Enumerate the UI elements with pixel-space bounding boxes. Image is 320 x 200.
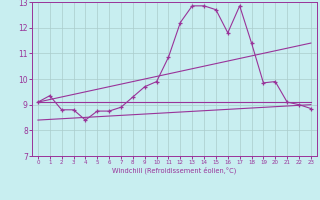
X-axis label: Windchill (Refroidissement éolien,°C): Windchill (Refroidissement éolien,°C) [112, 167, 236, 174]
